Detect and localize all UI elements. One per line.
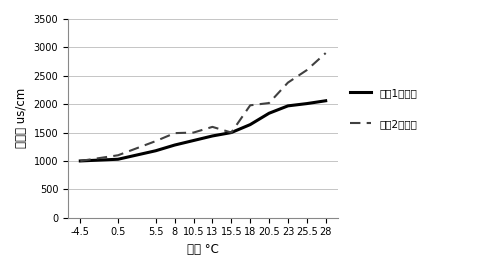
- Y-axis label: 电导率 us/cm: 电导率 us/cm: [15, 88, 28, 149]
- 序列1加温前: [285, 104, 291, 108]
- 序列1加温前: [153, 149, 159, 152]
- 序列1加温前: [209, 134, 215, 138]
- 序列2加温后: [323, 51, 329, 55]
- X-axis label: 温度 °C: 温度 °C: [187, 243, 219, 256]
- 序列2加温后: [115, 154, 121, 157]
- 序列2加温后: [304, 69, 310, 72]
- 序列1加温前: [78, 159, 83, 163]
- 序列1加温前: [190, 139, 196, 142]
- 序列2加温后: [228, 131, 234, 134]
- 序列1加温前: [171, 143, 177, 147]
- 序列1加温前: [304, 102, 310, 105]
- 序列2加温后: [190, 131, 196, 134]
- 序列2加温后: [285, 81, 291, 84]
- Line: 序列1加温前: 序列1加温前: [81, 101, 326, 161]
- 序列1加温前: [247, 123, 253, 126]
- Line: 序列2加温后: 序列2加温后: [81, 53, 326, 161]
- 序列2加温后: [78, 159, 83, 163]
- 序列2加温后: [153, 140, 159, 143]
- 序列2加温后: [171, 131, 177, 135]
- 序列1加温前: [266, 112, 272, 115]
- 序列1加温前: [228, 131, 234, 134]
- 序列2加温后: [266, 101, 272, 105]
- 序列2加温后: [209, 125, 215, 128]
- 序列1加温前: [115, 158, 121, 161]
- Legend: 序列1加温前, 序列2加温后: 序列1加温前, 序列2加温后: [346, 84, 421, 133]
- 序列1加温前: [323, 99, 329, 102]
- 序列2加温后: [247, 104, 253, 107]
